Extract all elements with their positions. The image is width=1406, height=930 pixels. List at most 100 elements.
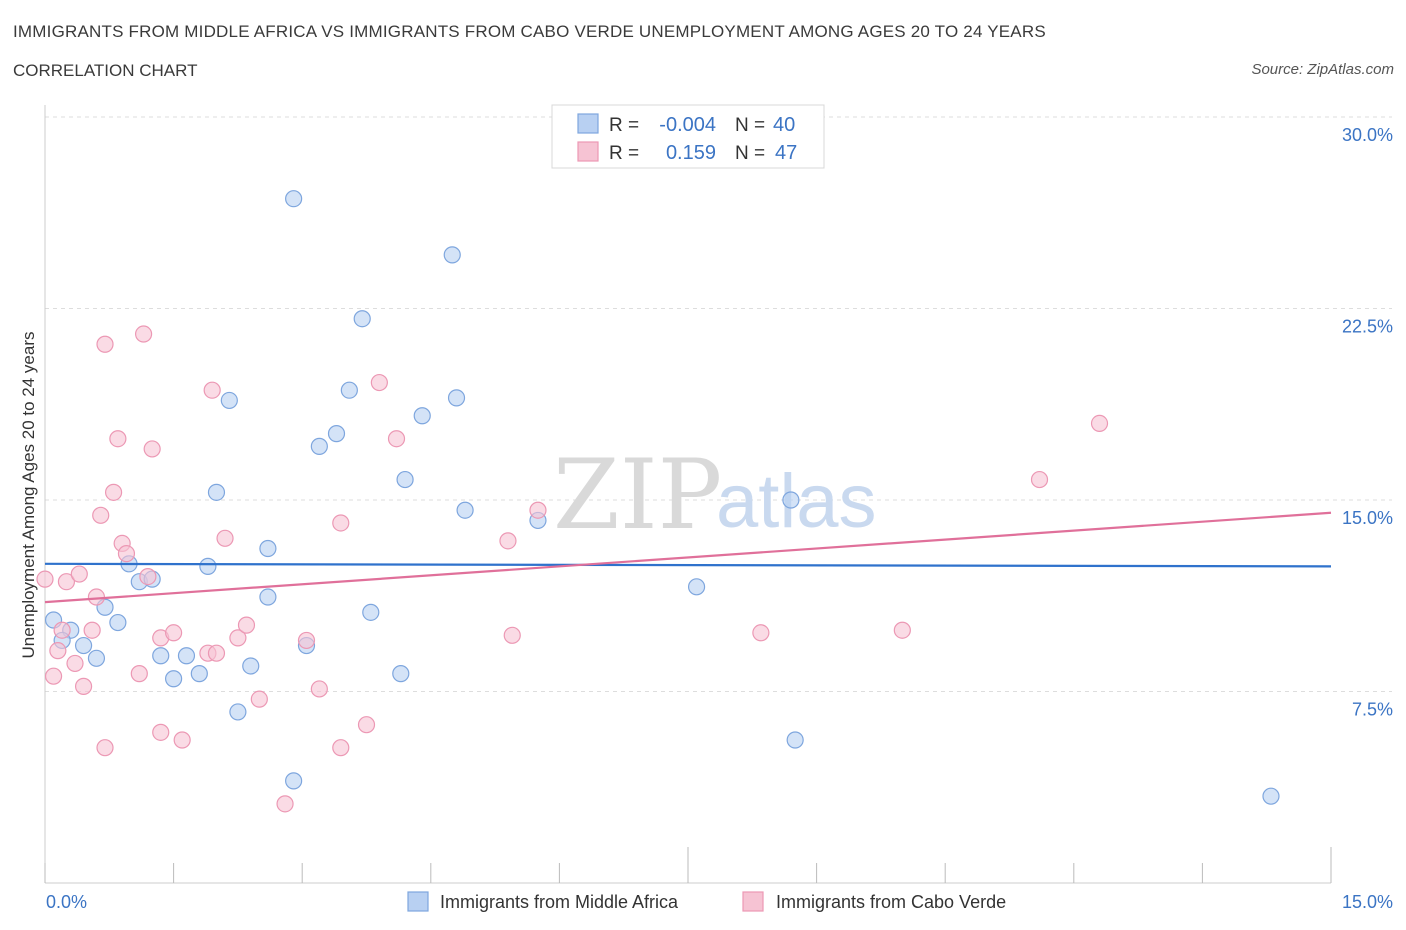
cabo-verde-trend-line [44,511,1332,604]
cabo-verde-point [74,677,93,695]
legend-n-value-pink: 47 [775,142,797,164]
cabo-verde-point [276,795,294,813]
y-tick-label: 30.0% [1342,125,1393,145]
cabo-verde-point [173,731,191,749]
cabo-verde-point [92,506,110,524]
cabo-verde-point [357,716,376,734]
source-credit: Source: ZipAtlas.com [1251,61,1394,78]
cabo-verde-point [83,621,101,639]
cabo-verde-point [130,665,148,683]
cabo-verde-point [1090,414,1109,432]
legend-n-label-pink: N = [735,143,765,164]
middle-africa-point [447,389,466,407]
legend-n-label-blue: N = [735,115,765,136]
middle-africa-point [782,491,800,509]
cabo-verde-point [229,629,247,647]
cabo-verde-point [332,514,350,532]
trend-lines [44,511,1332,604]
series-cabo-verde [36,325,1109,813]
grid-lines [45,116,1392,692]
middle-africa-point [353,310,371,328]
middle-africa-point [687,578,706,596]
middle-africa-point [327,425,346,443]
cabo-verde-point [117,545,136,563]
cabo-verde-point [143,440,161,458]
middle-africa-trend-line [44,562,1332,568]
cabo-verde-point [310,680,328,698]
cabo-verde-point [752,624,770,642]
middle-africa-point [165,670,183,688]
middle-africa-point [74,636,93,655]
legend-r-value-pink: 0.159 [666,142,716,164]
middle-africa-point [362,603,380,621]
cabo-verde-point [370,373,388,392]
middle-africa-point [443,246,461,264]
legend-swatch-blue [577,113,599,134]
cabo-verde-point [893,621,911,639]
cabo-verde-point [66,654,84,673]
legend-swatch-pink [577,141,599,162]
cabo-verde-point [104,483,123,501]
cabo-verde-point [109,430,127,448]
y-tick-label: 22.5% [1342,317,1393,337]
cabo-verde-point [529,501,547,519]
bottom-legend-label-pink: Immigrants from Cabo Verde [776,892,1006,912]
cabo-verde-point [216,529,234,547]
bottom-legend: Immigrants from Middle Africa Immigrants… [407,891,1006,912]
middle-africa-point [259,588,277,606]
middle-africa-point [190,665,208,683]
middle-africa-point [310,437,328,455]
middle-africa-point [242,657,260,675]
cabo-verde-point [237,616,256,634]
middle-africa-point [109,613,127,632]
middle-africa-point [177,647,196,665]
legend-n-value-blue: 40 [773,114,795,136]
cabo-verde-point [250,690,268,708]
cabo-verde-point [203,381,221,399]
watermark-zip: ZIP [553,439,722,551]
middle-africa-point [259,539,277,558]
middle-africa-point [207,483,226,501]
cabo-verde-point [503,626,521,644]
cabo-verde-point [49,642,67,660]
middle-africa-point [396,470,414,489]
cabo-verde-point [134,325,153,343]
middle-africa-point [285,772,303,790]
middle-africa-point [152,647,170,665]
middle-africa-point [285,190,303,208]
cabo-verde-point [70,565,88,583]
cabo-verde-point [332,739,350,757]
cabo-verde-point [207,644,226,662]
bottom-legend-label-blue: Immigrants from Middle Africa [440,892,679,912]
watermark: ZIP atlas [553,439,877,551]
cabo-verde-point [87,588,106,606]
cabo-verde-point [53,621,71,639]
cabo-verde-point [1030,470,1049,489]
bottom-legend-swatch-pink [742,891,764,912]
middle-africa-point [413,407,431,425]
cabo-verde-point [499,532,517,550]
bottom-legend-swatch-blue [407,891,429,912]
cabo-verde-point [152,723,170,741]
y-tick-label: 15.0% [1342,508,1393,528]
cabo-verde-point [96,739,114,757]
legend-r-value-blue: -0.004 [659,114,716,136]
cabo-verde-point [96,335,114,353]
middle-africa-point [456,501,474,519]
series-middle-africa [44,190,1280,805]
legend-r-label-pink: R = [609,143,639,164]
cabo-verde-point [44,667,63,685]
y-axis-title: Unemployment Among Ages 20 to 24 years [19,332,38,659]
y-tick-label: 7.5% [1352,700,1393,720]
y-tick-labels: 7.5% 15.0% 22.5% 30.0% [1342,125,1393,720]
middle-africa-point [340,381,358,399]
chart-subtitle: CORRELATION CHART [13,61,198,80]
cabo-verde-point [387,430,406,448]
middle-africa-point [199,557,217,575]
middle-africa-point [229,703,247,721]
middle-africa-point [392,665,410,683]
axes [44,105,1332,884]
middle-africa-point [220,391,238,410]
middle-africa-point [87,649,106,667]
